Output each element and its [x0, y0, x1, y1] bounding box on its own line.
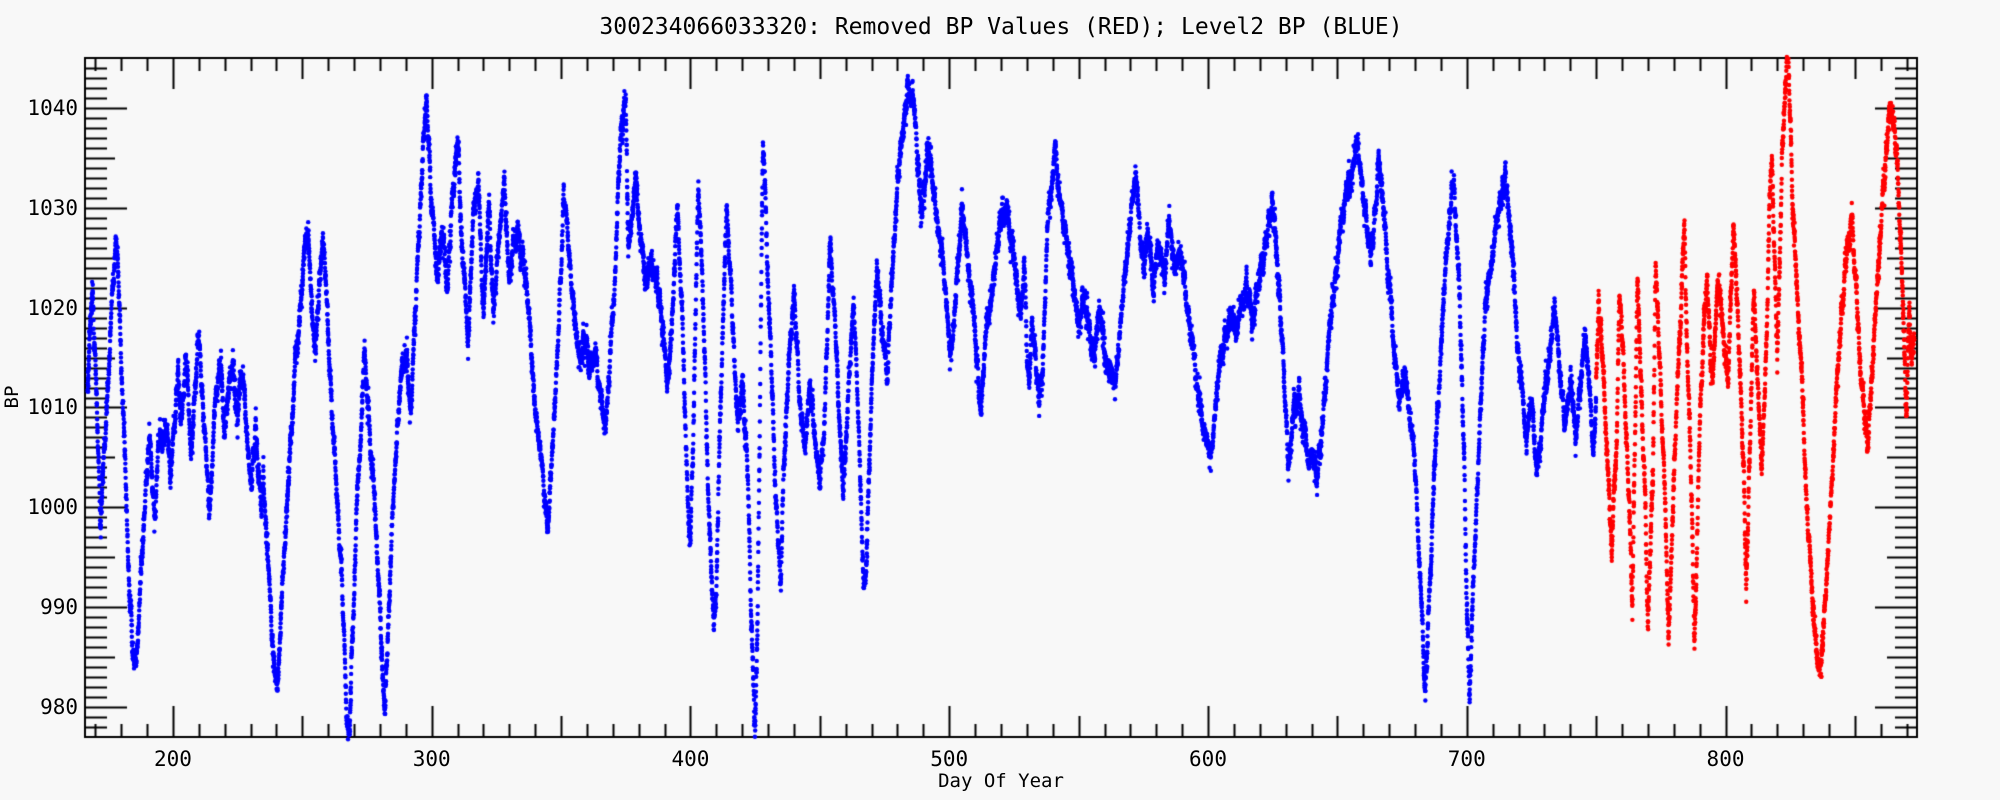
y-tick-label: 1000	[27, 495, 78, 520]
y-tick-label: 1030	[27, 195, 78, 220]
y-tick-label: 980	[40, 695, 78, 720]
x-tick-label: 400	[671, 747, 710, 771]
y-tick-label: 1010	[27, 395, 78, 420]
x-tick-label: 600	[1189, 747, 1227, 771]
y-tick-label: 990	[40, 595, 78, 620]
x-tick-label: 800	[1706, 747, 1745, 771]
y-tick-label: 1040	[27, 95, 78, 120]
x-tick-label: 700	[1447, 747, 1486, 771]
x-tick-label: 300	[412, 747, 451, 771]
x-tick-label: 500	[930, 747, 969, 771]
y-tick-label: 1020	[27, 295, 78, 320]
chart-title: 300234066033320: Removed BP Values (RED)…	[599, 14, 1403, 40]
x-axis-title: Day Of Year	[938, 770, 1064, 792]
x-tick-label: 200	[154, 747, 192, 771]
